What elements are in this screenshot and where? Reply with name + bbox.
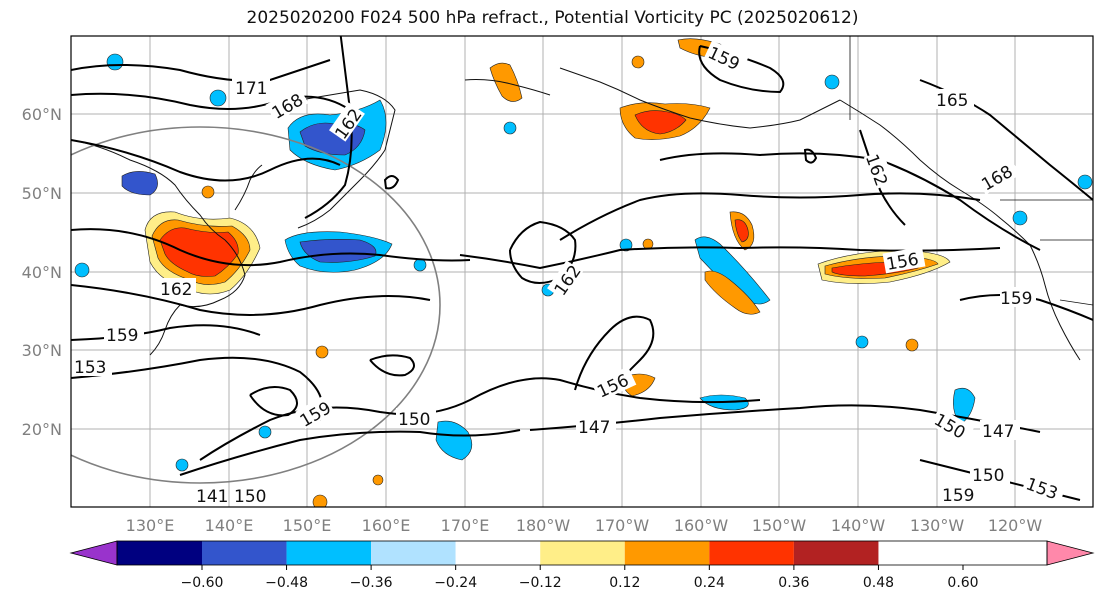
colorbar-tick-label: 0.12: [609, 575, 640, 591]
contour-label-171: 171: [235, 79, 267, 99]
colorbar-segment: [286, 541, 372, 565]
contour-labels: 171 168 162 162 159 153 159 150 141 150 …: [72, 40, 1067, 507]
lon-label-130w: 130°W: [910, 516, 965, 535]
lon-label-140w: 140°W: [831, 516, 886, 535]
refractivity-contours: [71, 36, 1093, 501]
lon-label-170e: 170°E: [441, 516, 490, 535]
lat-label-40: 40°N: [22, 263, 62, 282]
contour-label-147-east: 147: [982, 422, 1014, 442]
lat-label-30: 30°N: [22, 341, 62, 360]
contour-label-150-south: 150: [234, 487, 266, 507]
lon-label-180w: 180°W: [516, 516, 571, 535]
colorbar-tick-label: −0.12: [519, 575, 562, 591]
colorbar-segment: [371, 541, 456, 565]
colorbar-segment: [202, 541, 287, 565]
colorbar-frame: [116, 540, 1048, 566]
lon-label-170w: 170°W: [595, 516, 650, 535]
contour-label-150-mid: 150: [398, 410, 430, 430]
map-title: 2025020200 F024 500 hPa refract., Potent…: [246, 8, 859, 28]
contour-label-153-west: 153: [74, 358, 106, 378]
colorbar-tick-label: 0.48: [863, 575, 894, 591]
lon-label-120w: 120°W: [988, 516, 1043, 535]
latitude-labels: 60°N 50°N 40°N 30°N 20°N: [22, 105, 62, 439]
lon-label-140e: 140°E: [205, 516, 254, 535]
colorbar-tick-label: −0.24: [434, 575, 477, 591]
colorbar-segment: [624, 541, 710, 565]
contour-label-162-japan: 162: [160, 280, 192, 300]
lon-label-150w: 150°W: [752, 516, 807, 535]
colorbar-segment: [793, 541, 879, 565]
colorbar-tick-label: −0.60: [181, 575, 224, 591]
longitude-labels: 130°E 140°E 150°E 160°E 170°E 180°W 170°…: [126, 516, 1043, 535]
colorbar-segment: [709, 541, 794, 565]
contour-label-150-se: 150: [972, 466, 1004, 486]
contour-label-165: 165: [936, 91, 968, 111]
region-circle: [71, 126, 441, 484]
colorbar-tick-label: 0.24: [694, 575, 725, 591]
colorbar-tick-label: −0.48: [265, 575, 308, 591]
lat-label-60: 60°N: [22, 105, 62, 124]
colorbar-segment: [540, 541, 625, 565]
contour-label-147-mid: 147: [578, 418, 610, 438]
colorbar-tick-label: −0.36: [350, 575, 393, 591]
lat-label-50: 50°N: [22, 184, 62, 203]
colorbar-tick-label: 0.60: [947, 575, 978, 591]
colorbar-segment: [117, 541, 202, 565]
contour-label-159-se: 159: [942, 486, 974, 506]
contour-label-159-west: 159: [106, 326, 138, 346]
borders: [849, 36, 1093, 306]
lon-label-150e: 150°E: [283, 516, 332, 535]
lon-label-130e: 130°E: [126, 516, 175, 535]
contour-label-141: 141: [196, 487, 228, 507]
lon-label-160w: 160°W: [674, 516, 729, 535]
contour-label-159-east: 159: [1000, 289, 1032, 309]
colorbar-tick-label: 0.36: [778, 575, 809, 591]
colorbar: −0.60 −0.48 −0.36 −0.24 −0.12 0.12 0.24 0.36 0.4…: [69, 540, 1095, 591]
lon-label-160e: 160°E: [362, 516, 411, 535]
plot-frame: [70, 35, 1094, 508]
colorbar-arrow-low: [69, 540, 118, 566]
colorbar-arrow-high: [1046, 540, 1095, 566]
colorbar-segment: [455, 541, 541, 565]
lat-label-20: 20°N: [22, 420, 62, 439]
